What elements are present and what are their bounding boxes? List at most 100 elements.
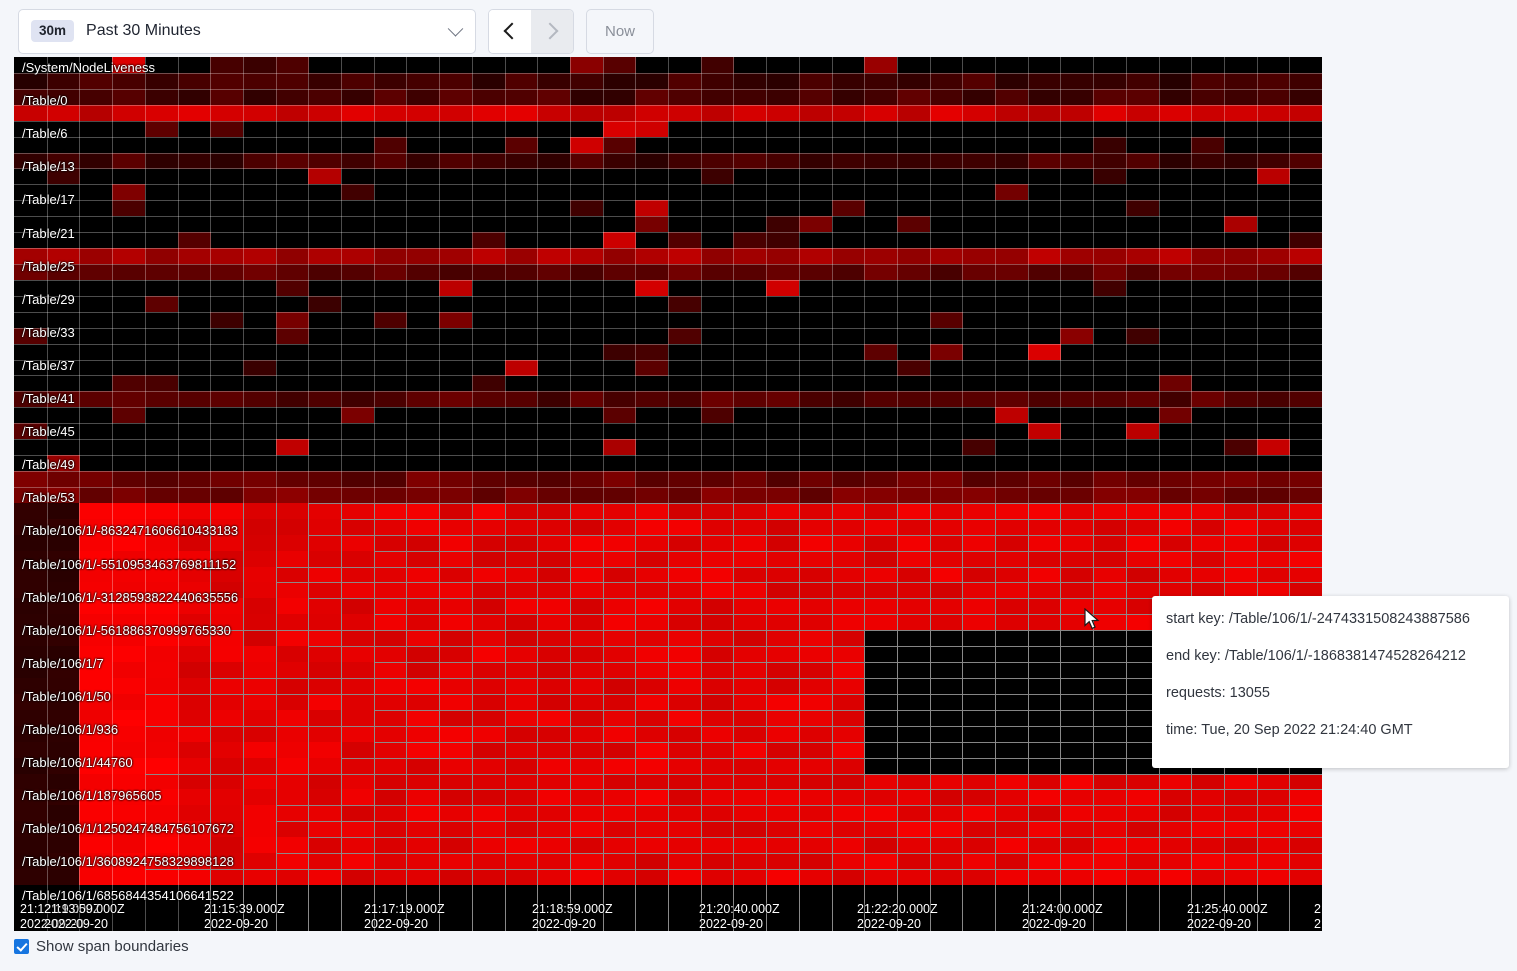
heatmap-cell[interactable] — [112, 152, 146, 169]
heatmap-cell[interactable] — [1060, 391, 1094, 408]
heatmap-cell[interactable] — [929, 582, 963, 599]
heatmap-cell[interactable] — [406, 805, 440, 822]
heatmap-cell[interactable] — [210, 534, 244, 551]
heatmap-cell[interactable] — [79, 518, 113, 535]
heatmap-cell[interactable] — [1289, 104, 1322, 121]
heatmap-cell[interactable] — [406, 853, 440, 870]
heatmap-cell[interactable] — [1027, 152, 1061, 169]
heatmap-cell[interactable] — [275, 662, 309, 679]
heatmap-cell[interactable] — [700, 534, 734, 551]
heatmap-cell[interactable] — [569, 757, 603, 774]
heatmap-cell[interactable] — [439, 391, 473, 408]
heatmap-cell[interactable] — [471, 869, 505, 886]
heatmap-cell[interactable] — [1060, 72, 1094, 89]
heatmap-cell[interactable] — [112, 709, 146, 726]
heatmap-cell[interactable] — [308, 264, 342, 280]
heatmap-cell[interactable] — [1093, 773, 1127, 790]
heatmap-cell[interactable] — [831, 502, 865, 519]
heatmap-cell[interactable] — [406, 630, 440, 647]
heatmap-cell[interactable] — [210, 630, 244, 647]
heatmap-cell[interactable] — [635, 837, 669, 854]
heatmap-cell[interactable] — [1158, 821, 1192, 838]
heatmap-cell[interactable] — [1191, 582, 1225, 599]
heatmap-cell[interactable] — [569, 72, 603, 89]
heatmap-cell[interactable] — [602, 725, 636, 742]
heatmap-cell[interactable] — [602, 248, 636, 265]
heatmap-cell[interactable] — [602, 837, 636, 854]
heatmap-cell[interactable] — [373, 518, 407, 535]
heatmap-cell[interactable] — [1256, 550, 1290, 567]
heatmap-cell[interactable] — [112, 869, 146, 886]
heatmap-cell[interactable] — [668, 550, 701, 567]
heatmap-cell[interactable] — [602, 805, 636, 822]
heatmap-cell[interactable] — [144, 725, 178, 742]
heatmap-cell[interactable] — [504, 248, 538, 265]
heatmap-cell[interactable] — [1027, 502, 1061, 519]
heatmap-cell[interactable] — [210, 614, 244, 631]
heatmap-cell[interactable] — [308, 168, 342, 185]
heatmap-cell[interactable] — [1289, 550, 1322, 567]
heatmap-cell[interactable] — [1093, 518, 1127, 535]
heatmap-cell[interactable] — [1223, 518, 1257, 535]
heatmap-cell[interactable] — [341, 248, 374, 265]
heatmap-cell[interactable] — [79, 391, 113, 408]
heatmap-cell[interactable] — [569, 630, 603, 647]
heatmap-cell[interactable] — [569, 264, 603, 280]
heatmap-cell[interactable] — [766, 853, 800, 870]
heatmap-cell[interactable] — [1027, 423, 1061, 440]
heatmap-cell[interactable] — [766, 773, 800, 790]
heatmap-cell[interactable] — [1060, 837, 1094, 854]
heatmap-cell[interactable] — [1027, 853, 1061, 870]
heatmap-cell[interactable] — [308, 72, 342, 89]
heatmap-cell[interactable] — [1027, 88, 1061, 105]
heatmap-cell[interactable] — [406, 502, 440, 519]
heatmap-cell[interactable] — [929, 805, 963, 822]
heatmap-cell[interactable] — [798, 773, 832, 790]
heatmap-cell[interactable] — [242, 57, 276, 73]
heatmap-cell[interactable] — [1191, 805, 1225, 822]
heatmap-cell[interactable] — [471, 662, 505, 679]
heatmap-cell[interactable] — [471, 566, 505, 583]
heatmap-cell[interactable] — [210, 853, 244, 870]
heatmap-cell[interactable] — [341, 471, 374, 487]
heatmap-cell[interactable] — [602, 471, 636, 487]
heatmap-cell[interactable] — [242, 662, 276, 679]
heatmap-cell[interactable] — [733, 232, 767, 249]
heatmap-cell[interactable] — [1125, 837, 1159, 854]
heatmap-cell[interactable] — [700, 757, 734, 774]
heatmap-cell[interactable] — [929, 264, 963, 280]
heatmap-cell[interactable] — [79, 741, 113, 758]
heatmap-cell[interactable] — [569, 518, 603, 535]
heatmap-cell[interactable] — [46, 471, 80, 487]
heatmap-cell[interactable] — [1027, 614, 1061, 631]
heatmap-cell[interactable] — [46, 741, 80, 758]
heatmap-cell[interactable] — [635, 471, 669, 487]
heatmap-cell[interactable] — [177, 837, 211, 854]
heatmap-cell[interactable] — [962, 248, 996, 265]
heatmap-cell[interactable] — [14, 88, 47, 105]
heatmap-cell[interactable] — [1125, 327, 1159, 344]
heatmap-cell[interactable] — [929, 72, 963, 89]
heatmap-cell[interactable] — [144, 391, 178, 408]
heatmap-cell[interactable] — [896, 486, 930, 503]
heatmap-cell[interactable] — [864, 264, 898, 280]
heatmap-cell[interactable] — [308, 502, 342, 519]
heatmap-cell[interactable] — [1027, 471, 1061, 487]
heatmap-cell[interactable] — [831, 391, 865, 408]
heatmap-cell[interactable] — [373, 471, 407, 487]
heatmap-cell[interactable] — [144, 837, 178, 854]
heatmap-cell[interactable] — [766, 152, 800, 169]
heatmap-cell[interactable] — [1093, 550, 1127, 567]
heatmap-cell[interactable] — [1191, 104, 1225, 121]
heatmap-cell[interactable] — [1191, 486, 1225, 503]
heatmap-cell[interactable] — [635, 72, 669, 89]
heatmap-cell[interactable] — [14, 471, 47, 487]
heatmap-cell[interactable] — [700, 709, 734, 726]
heatmap-cell[interactable] — [1158, 72, 1192, 89]
heatmap-cell[interactable] — [635, 741, 669, 758]
heatmap-cell[interactable] — [537, 502, 571, 519]
heatmap-cell[interactable] — [831, 678, 865, 694]
heatmap-cell[interactable] — [700, 248, 734, 265]
heatmap-cell[interactable] — [798, 104, 832, 121]
heatmap-cell[interactable] — [700, 646, 734, 663]
